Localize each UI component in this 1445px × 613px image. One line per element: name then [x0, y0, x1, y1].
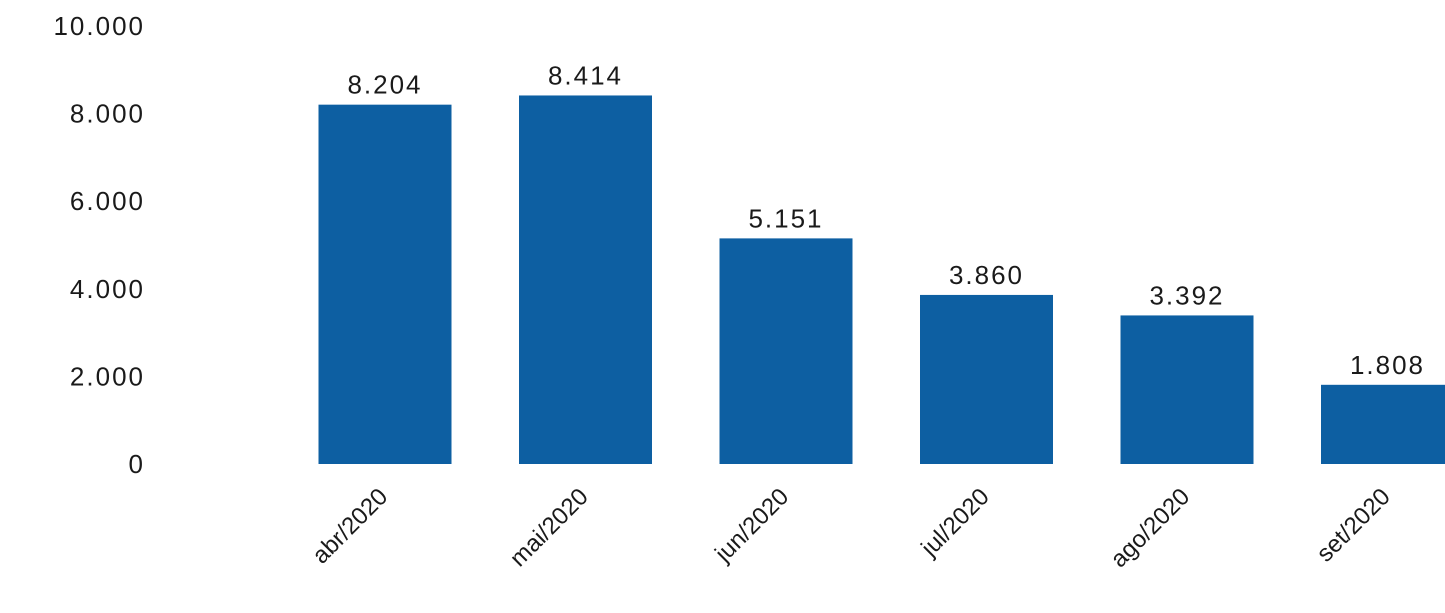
x-category-label: jul/2020: [915, 483, 994, 562]
y-tick-label: 4.000: [70, 274, 145, 304]
x-axis: abr/2020 mai/2020 jun/2020 jul/2020 ago/2020…: [307, 483, 1396, 573]
bar: [318, 104, 452, 465]
bar-value-label: 5.151: [748, 203, 823, 233]
y-tick-label: 10.000: [53, 11, 145, 41]
bar-value-label: 8.414: [548, 60, 623, 90]
y-tick-label: 2.000: [70, 361, 145, 391]
y-tick-label: 8.000: [70, 99, 145, 129]
bar: [1120, 315, 1254, 464]
bar-value-label: 8.204: [347, 70, 422, 100]
x-category-label: ago/2020: [1105, 483, 1195, 573]
y-axis: 0 2.000 4.000 6.000 8.000 10.000: [53, 11, 145, 479]
x-category-label: mai/2020: [505, 483, 594, 572]
y-tick-label: 0: [129, 449, 145, 479]
x-category-label: set/2020: [1312, 483, 1396, 567]
x-category-label: jun/2020: [709, 483, 794, 568]
bar: [719, 238, 853, 464]
y-tick-label: 6.000: [70, 186, 145, 216]
bar-value-label: 3.392: [1149, 280, 1224, 310]
bar: [920, 294, 1053, 464]
bar-value-label: 1.808: [1350, 350, 1425, 380]
x-category-label: abr/2020: [307, 483, 393, 569]
bars: 8.204 8.414 5.151 3.860 3.392 1.808: [318, 60, 1445, 465]
bar: [1321, 384, 1445, 464]
bar-value-label: 3.860: [949, 260, 1024, 290]
bar: [519, 95, 652, 464]
